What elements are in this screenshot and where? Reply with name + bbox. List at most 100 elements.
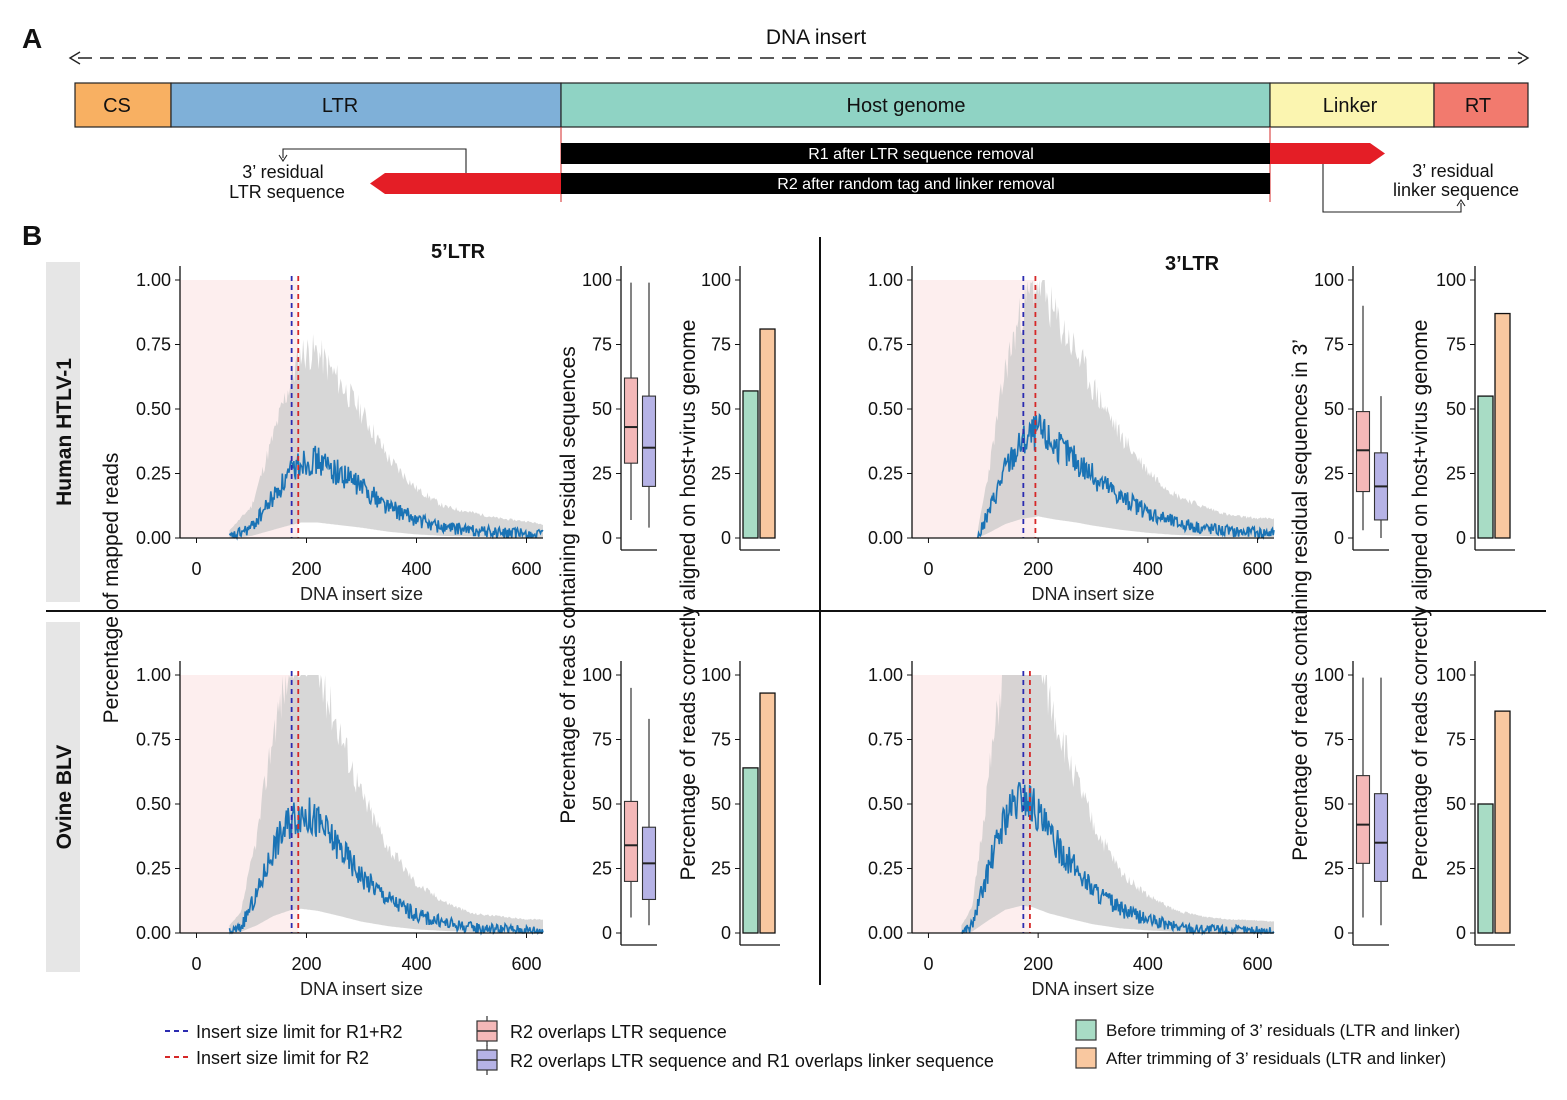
legend-label-bar-after: After trimming of 3’ residuals (LTR and … xyxy=(1106,1049,1446,1068)
htlv-3ltr-density-xtick-label: 200 xyxy=(1023,559,1053,579)
htlv-3ltr-density-x-axis-label: DNA insert size xyxy=(1031,584,1154,604)
htlv-5ltr-bar-bar xyxy=(759,328,776,539)
htlv-3ltr-bar-ytick-label: 100 xyxy=(1436,270,1466,290)
blv-3ltr-box-box xyxy=(1373,793,1389,882)
blv-5ltr-density-xtick-label: 400 xyxy=(401,954,431,974)
blv-3ltr-bar-ytick-label: 50 xyxy=(1446,794,1466,814)
htlv-5ltr-box-ytick-label: 75 xyxy=(592,335,612,355)
bar-y-axis-label-5ltr: Percentage of reads correctly aligned on… xyxy=(677,320,700,881)
blv-3ltr-box-ytick-label: 0 xyxy=(1334,923,1344,943)
blv-5ltr-bar-ytick-label: 25 xyxy=(711,859,731,879)
htlv-5ltr-density-mean-line xyxy=(228,445,544,541)
htlv-3ltr-density-ytick-label: 0.50 xyxy=(868,399,903,419)
segment-ltr-label: LTR xyxy=(322,95,358,117)
htlv-3ltr-box-ytick-label: 75 xyxy=(1324,335,1344,355)
blv-5ltr-density-ytick-label: 1.00 xyxy=(136,665,171,685)
blv-5ltr-density-ytick-label: 0.25 xyxy=(136,859,171,879)
r1-read-bar xyxy=(561,143,1270,164)
blv-5ltr-box-ytick-label: 0 xyxy=(602,923,612,943)
arrow-left-icon xyxy=(68,51,81,65)
blv-3ltr-density-sd-envelope xyxy=(961,675,1274,933)
htlv-5ltr-bar-ytick-label: 25 xyxy=(711,464,731,484)
htlv-3ltr-bar-bar xyxy=(1494,312,1511,539)
htlv-5ltr-density-xtick-label: 200 xyxy=(291,559,321,579)
row-strip-blv xyxy=(46,622,80,972)
htlv-3ltr-density-ytick-label: 0.25 xyxy=(868,464,903,484)
htlv-3ltr-bar-ytick-label: 50 xyxy=(1446,399,1466,419)
htlv-5ltr-bar-ytick-label: 100 xyxy=(701,270,731,290)
segment-linker-label: Linker xyxy=(1323,95,1378,117)
blv-3ltr-density-xtick-label: 200 xyxy=(1023,954,1053,974)
htlv-5ltr-density-ytick-label: 1.00 xyxy=(136,270,171,290)
blv-5ltr-density-ytick-label: 0.00 xyxy=(136,923,171,943)
segment-host-genome-label: Host genome xyxy=(847,95,966,117)
blv-3ltr-bar-ytick-label: 0 xyxy=(1456,923,1466,943)
htlv-3ltr-bar-ytick-label: 25 xyxy=(1446,464,1466,484)
htlv-5ltr-bar-ytick-label: 50 xyxy=(711,399,731,419)
htlv-3ltr-density-sd-envelope xyxy=(977,280,1274,538)
htlv-5ltr-bar-ytick-label: 0 xyxy=(721,528,731,548)
htlv-5ltr-density-ytick-label: 0.00 xyxy=(136,528,171,548)
blv-5ltr-bar-bar xyxy=(742,767,759,934)
blv-5ltr-bar-ytick-label: 50 xyxy=(711,794,731,814)
row-title-htlv: Human HTLV-1 xyxy=(53,358,76,506)
residual-ltr-callout-line xyxy=(282,148,467,173)
blv-5ltr-bar-ytick-label: 0 xyxy=(721,923,731,943)
segment-host-genome xyxy=(560,82,1271,128)
htlv-3ltr-bar-ytick-label: 0 xyxy=(1456,528,1466,548)
blv-3ltr-bar-ytick-label: 100 xyxy=(1436,665,1466,685)
segment-rt xyxy=(1433,82,1529,128)
segment-rt-label: RT xyxy=(1465,95,1491,117)
blv-5ltr-density-xtick-label: 600 xyxy=(511,954,541,974)
blv-3ltr-bar-bar xyxy=(1477,803,1494,934)
segment-linker xyxy=(1269,82,1435,128)
col-title-5ltr: 5’LTR xyxy=(431,241,486,263)
legend-bar-after xyxy=(1075,1047,1097,1069)
residual-ltr-label-2: LTR sequence xyxy=(229,182,345,202)
blv-5ltr-density-ytick-label: 0.75 xyxy=(136,730,171,750)
panel-b-label: B xyxy=(22,220,42,251)
segment-cs-label: CS xyxy=(103,95,131,117)
htlv-5ltr-box-ytick-label: 100 xyxy=(582,270,612,290)
residual-linker-callout-line xyxy=(1322,164,1462,213)
htlv-3ltr-density-ytick-label: 1.00 xyxy=(868,270,903,290)
blv-3ltr-density-x-axis-label: DNA insert size xyxy=(1031,979,1154,999)
blv-3ltr-box-ytick-label: 25 xyxy=(1324,859,1344,879)
blv-3ltr-density-ytick-label: 0.50 xyxy=(868,794,903,814)
arrow-right-icon xyxy=(1517,51,1530,65)
htlv-5ltr-box-ytick-label: 0 xyxy=(602,528,612,548)
arrow-up-icon xyxy=(1456,199,1466,207)
blv-5ltr-box-ytick-label: 100 xyxy=(582,665,612,685)
blv-3ltr-box-ytick-label: 100 xyxy=(1314,665,1344,685)
htlv-5ltr-density-xtick-label: 600 xyxy=(511,559,541,579)
legend-label-box-1: R2 overlaps LTR sequence xyxy=(510,1022,727,1042)
htlv-5ltr-density-xtick-label: 0 xyxy=(191,559,201,579)
htlv-3ltr-density-ytick-label: 0.00 xyxy=(868,528,903,548)
htlv-5ltr-density-ytick-label: 0.50 xyxy=(136,399,171,419)
htlv-3ltr-density-xtick-label: 400 xyxy=(1133,559,1163,579)
box-y-axis-label-5ltr: Percentage of reads containing residual … xyxy=(557,346,580,823)
htlv-5ltr-bar-bar xyxy=(742,390,759,539)
panel-a-label: A xyxy=(22,23,42,54)
htlv-3ltr-density-mean-line xyxy=(977,412,1275,541)
blv-3ltr-bar-bar xyxy=(1494,710,1511,934)
htlv-5ltr-density-ytick-label: 0.75 xyxy=(136,335,171,355)
blv-3ltr-box-box xyxy=(1355,775,1371,864)
blv-3ltr-density-xtick-label: 0 xyxy=(923,954,933,974)
blv-3ltr-density-xtick-label: 600 xyxy=(1243,954,1273,974)
blv-3ltr-density-ytick-label: 1.00 xyxy=(868,665,903,685)
legend: Insert size limit for R1+R2 Insert size … xyxy=(165,1016,1460,1075)
htlv-3ltr-box-ytick-label: 25 xyxy=(1324,464,1344,484)
legend-label-bar-before: Before trimming of 3’ residuals (LTR and… xyxy=(1106,1021,1460,1040)
arrow-down-icon xyxy=(278,154,288,162)
htlv-5ltr-box-box xyxy=(623,377,639,464)
blv-5ltr-box-ytick-label: 75 xyxy=(592,730,612,750)
residual-ltr-label-1: 3’ residual xyxy=(242,162,323,182)
row-title-blv: Ovine BLV xyxy=(53,745,76,850)
r2-residual-ltr-arrow xyxy=(370,173,561,194)
blv-5ltr-bar-ytick-label: 75 xyxy=(711,730,731,750)
htlv-3ltr-density-xtick-label: 600 xyxy=(1243,559,1273,579)
htlv-3ltr-density-xtick-label: 0 xyxy=(923,559,933,579)
bar-y-axis-label-3ltr: Percentage of reads correctly aligned on… xyxy=(1409,320,1432,881)
